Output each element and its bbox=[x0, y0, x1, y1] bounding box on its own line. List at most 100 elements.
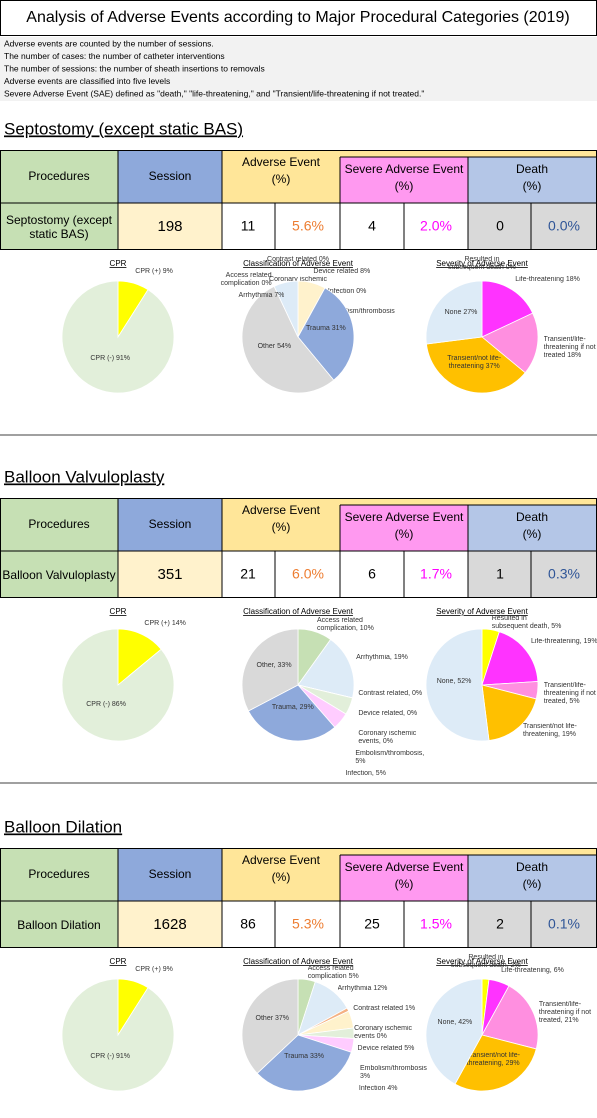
header-cell: Death bbox=[516, 860, 548, 874]
note-line: The number of sessions: the number of sh… bbox=[4, 63, 265, 73]
slice-value: 5% bbox=[404, 1045, 414, 1052]
slice-label: Infection 4% bbox=[359, 1085, 429, 1113]
row-cell: 5.3% bbox=[292, 916, 324, 932]
header-cell: Session bbox=[149, 517, 192, 531]
procedure-cell: Septostomy (except static BAS) bbox=[0, 203, 118, 250]
slice-value: 1% bbox=[405, 1005, 415, 1012]
procedure-name: Balloon Dilation bbox=[0, 901, 118, 948]
slice-label-text: Device related 8% bbox=[313, 268, 383, 276]
row-cell: 351 bbox=[157, 566, 182, 583]
header-cell: Adverse Event bbox=[242, 155, 321, 169]
slice-name: Access related complication, bbox=[317, 617, 363, 632]
procedure-name: Septostomy (except static BAS) bbox=[0, 203, 118, 250]
slice-label-text: Contrast related 0% bbox=[263, 256, 333, 264]
slice-value: 12% bbox=[373, 985, 387, 992]
header-cell: Session bbox=[149, 169, 192, 183]
header-cell: Procedures bbox=[28, 517, 89, 531]
slice-value: 21% bbox=[565, 1017, 579, 1024]
chart-title: Classification of Adverse Event bbox=[243, 607, 354, 616]
slice-label-text: CPR (+) 9% bbox=[135, 966, 205, 974]
slice-label-text: CPR (-) 91% bbox=[75, 1053, 145, 1061]
slice-name: Other bbox=[256, 1015, 274, 1022]
slice-label-text: Other, 33% bbox=[239, 662, 309, 670]
header-cell: (%) bbox=[272, 520, 291, 534]
slice-name: Arrhythmia, bbox=[356, 654, 392, 661]
row-cell: 0.1% bbox=[548, 916, 580, 932]
slice-label-text: Transient/not life-threatening, 19% bbox=[523, 723, 593, 739]
slice-label-text: Coronary ischemic events, 0% bbox=[358, 730, 428, 746]
slice-label-text: Transient/life-threatening if not treate… bbox=[544, 682, 597, 706]
slice-name: Embolism/thrombosis, bbox=[355, 750, 424, 757]
chart-title: CPR bbox=[110, 607, 127, 616]
row-cell: 5.6% bbox=[292, 218, 324, 234]
header-cell: Death bbox=[516, 510, 548, 524]
header-cell: (%) bbox=[395, 179, 414, 193]
slice-label-text: Embolism/thrombosis, 5% bbox=[355, 750, 425, 766]
slice-label: Transient/not life-threatening, 19% bbox=[523, 723, 593, 757]
slice-label: Life-threatening, 19% bbox=[531, 638, 597, 672]
slice-name: Contrast related bbox=[353, 1005, 403, 1012]
slice-label-text: CPR (-) 86% bbox=[71, 701, 141, 709]
slice-label-text: Life-threatening, 19% bbox=[531, 638, 597, 646]
slice-label: Life-threatening 18% bbox=[515, 276, 585, 310]
row-cell: 25 bbox=[364, 916, 380, 932]
row-cell: 0.3% bbox=[548, 566, 580, 582]
slice-label: None, 42% bbox=[420, 1019, 490, 1053]
slice-value: 0% bbox=[356, 288, 366, 295]
slice-label: CPR (+) 14% bbox=[144, 620, 214, 654]
procedure-cell: Balloon Dilation bbox=[0, 901, 118, 948]
slice-label-text: None 27% bbox=[426, 309, 496, 317]
slice-name: Embolism/thrombosis bbox=[360, 1065, 427, 1072]
row-cell: 21 bbox=[240, 566, 256, 582]
slice-label-text: CPR (+) 14% bbox=[144, 620, 214, 628]
slice-label-text: Resulted in subsequent death, 5% bbox=[492, 615, 562, 631]
slice-label: CPR (-) 91% bbox=[75, 1053, 145, 1087]
slice-value: 0% bbox=[506, 264, 516, 271]
header-cell: Procedures bbox=[28, 169, 89, 183]
header-cell: Death bbox=[516, 162, 548, 176]
slice-label: None, 52% bbox=[419, 678, 489, 712]
slice-label-text: Access related complication, 10% bbox=[317, 617, 387, 633]
row-cell: 2.0% bbox=[420, 218, 452, 234]
slice-label: CPR (-) 91% bbox=[75, 355, 145, 389]
slice-label-text: Coronary ischemic events 0% bbox=[354, 1025, 424, 1041]
row-cell: 6.0% bbox=[292, 566, 324, 582]
row-cell: 1.7% bbox=[420, 566, 452, 582]
slice-label: Arrhythmia, 19% bbox=[356, 654, 426, 688]
slice-name: Arrhythmia bbox=[239, 292, 273, 299]
slice-value: 37% bbox=[486, 363, 500, 370]
slice-name: None, bbox=[437, 678, 456, 685]
slice-label: Trauma 33% bbox=[269, 1053, 339, 1087]
slice-label-text: Transient/life-threatening if not treate… bbox=[539, 1001, 597, 1025]
slice-label-text: Infection, 5% bbox=[345, 770, 415, 778]
slice-name: Device related bbox=[358, 1045, 403, 1052]
slice-name: Life-threatening bbox=[515, 276, 564, 283]
slice-value: 10% bbox=[360, 625, 374, 632]
slice-name: Life-threatening, bbox=[501, 967, 552, 974]
slice-label: Transient/not life-threatening 37% bbox=[439, 355, 509, 389]
slice-name: Resulted in subsequent death bbox=[448, 256, 504, 271]
slice-value: 7% bbox=[274, 292, 284, 299]
slice-label-text: Resulted in subsequent death 0% bbox=[447, 256, 517, 272]
slice-value: 42% bbox=[458, 1019, 472, 1026]
chart-title: CPR bbox=[110, 259, 127, 268]
slice-name: Device related, bbox=[358, 710, 405, 717]
slice-value: 9% bbox=[163, 268, 173, 275]
slice-value: 31% bbox=[332, 325, 346, 332]
page-title: Analysis of Adverse Events according to … bbox=[26, 9, 569, 26]
slice-label-text: CPR (-) 91% bbox=[75, 355, 145, 363]
slice-value: 5% bbox=[551, 623, 561, 630]
slice-name: None bbox=[445, 309, 462, 316]
slice-label: Transient/life-threatening if not treate… bbox=[544, 682, 597, 716]
row-cell: 198 bbox=[157, 218, 182, 235]
slice-label: Other 37% bbox=[237, 1015, 307, 1049]
slice-value: 5% bbox=[569, 698, 579, 705]
slice-value: 0% bbox=[377, 1033, 387, 1040]
procedure-name: Balloon Valvuloplasty bbox=[0, 551, 118, 598]
header-cell: Adverse Event bbox=[242, 853, 321, 867]
slice-label-text: Infection 4% bbox=[359, 1085, 429, 1093]
note-line: The number of cases: the number of cathe… bbox=[4, 51, 225, 61]
slice-name: Infection, bbox=[345, 770, 373, 777]
